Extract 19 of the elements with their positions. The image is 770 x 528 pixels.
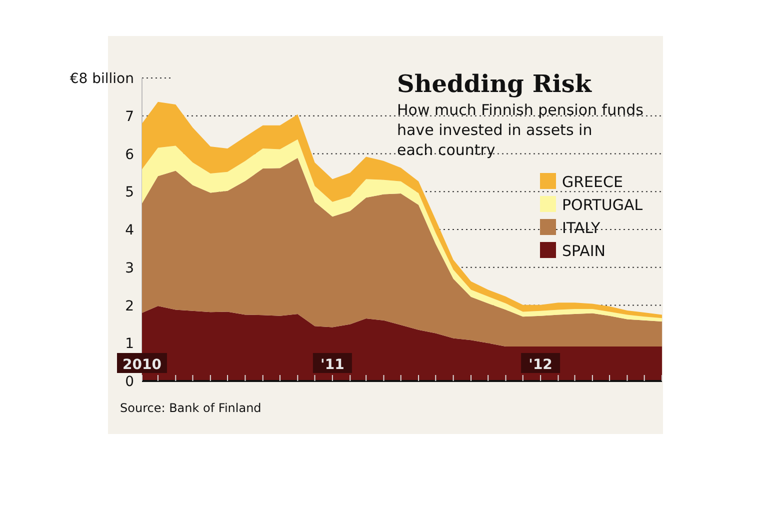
legend-label: SPAIN bbox=[562, 242, 606, 260]
y-tick-label: 4 bbox=[125, 222, 134, 238]
chart-title: Shedding Risk bbox=[397, 69, 593, 98]
x-tick-label: 2010 bbox=[122, 357, 162, 373]
y-tick-label: 0 bbox=[125, 374, 134, 390]
x-tick-label: '11 bbox=[320, 357, 344, 373]
legend-label: PORTUGAL bbox=[562, 196, 644, 214]
legend-label: ITALY bbox=[562, 219, 602, 237]
legend-label: GREECE bbox=[562, 173, 623, 191]
y-tick-label: 1 bbox=[125, 336, 134, 352]
y-tick-label: 5 bbox=[125, 184, 134, 201]
text: How much Finnish pension funds have invested in assets in each country bbox=[397, 101, 644, 159]
y-tick-label: 6 bbox=[125, 146, 134, 163]
source-note: Source: Bank of Finland bbox=[120, 401, 262, 415]
y-tick-label: €8 billion bbox=[70, 71, 134, 87]
y-tick-label: 2 bbox=[125, 298, 134, 314]
y-tick-label: 7 bbox=[125, 108, 134, 125]
y-tick-label: 3 bbox=[125, 260, 134, 276]
x-tick-label: '12 bbox=[528, 357, 552, 373]
